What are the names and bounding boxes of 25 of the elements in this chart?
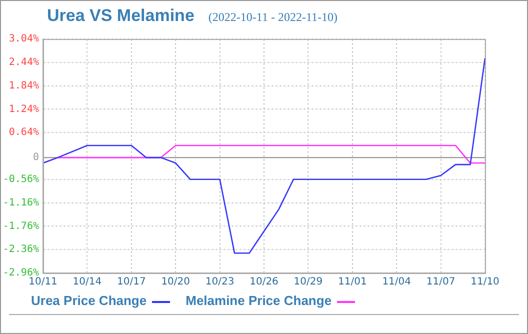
x-tick-label: 10/14: [72, 276, 102, 288]
legend-label: Urea Price Change: [31, 293, 147, 308]
chart-subtitle: (2022-10-11 - 2022-11-10): [208, 10, 338, 24]
y-tick-label: 0: [32, 152, 39, 164]
y-tick-label: -1.76%: [2, 220, 39, 232]
y-tick-label: 1.24%: [8, 104, 39, 115]
chart-title: Urea VS Melamine: [47, 6, 194, 25]
y-tick-label: 3.04%: [8, 34, 39, 45]
x-tick-label: 10/23: [205, 276, 234, 288]
x-tick-label: 10/11: [28, 276, 58, 288]
x-tick-label: 11/07: [426, 276, 456, 288]
y-tick-label: -2.36%: [2, 244, 39, 256]
x-tick-label: 10/26: [250, 276, 278, 288]
x-tick-label: 11/04: [382, 276, 412, 288]
x-tick-label: 10/20: [161, 276, 190, 288]
y-tick-label: 2.44%: [8, 56, 39, 68]
x-tick-label: 11/01: [338, 276, 367, 288]
y-tick-label: -0.56%: [2, 174, 39, 185]
x-tick-label: 11/10: [470, 276, 500, 288]
legend-label: Melamine Price Change: [186, 293, 332, 308]
x-tick-label: 10/29: [294, 276, 323, 288]
y-tick-label: 1.84%: [8, 80, 39, 92]
x-tick-label: 10/17: [116, 276, 146, 288]
y-tick-label: -1.16%: [2, 197, 39, 208]
y-tick-label: 0.64%: [8, 127, 39, 138]
